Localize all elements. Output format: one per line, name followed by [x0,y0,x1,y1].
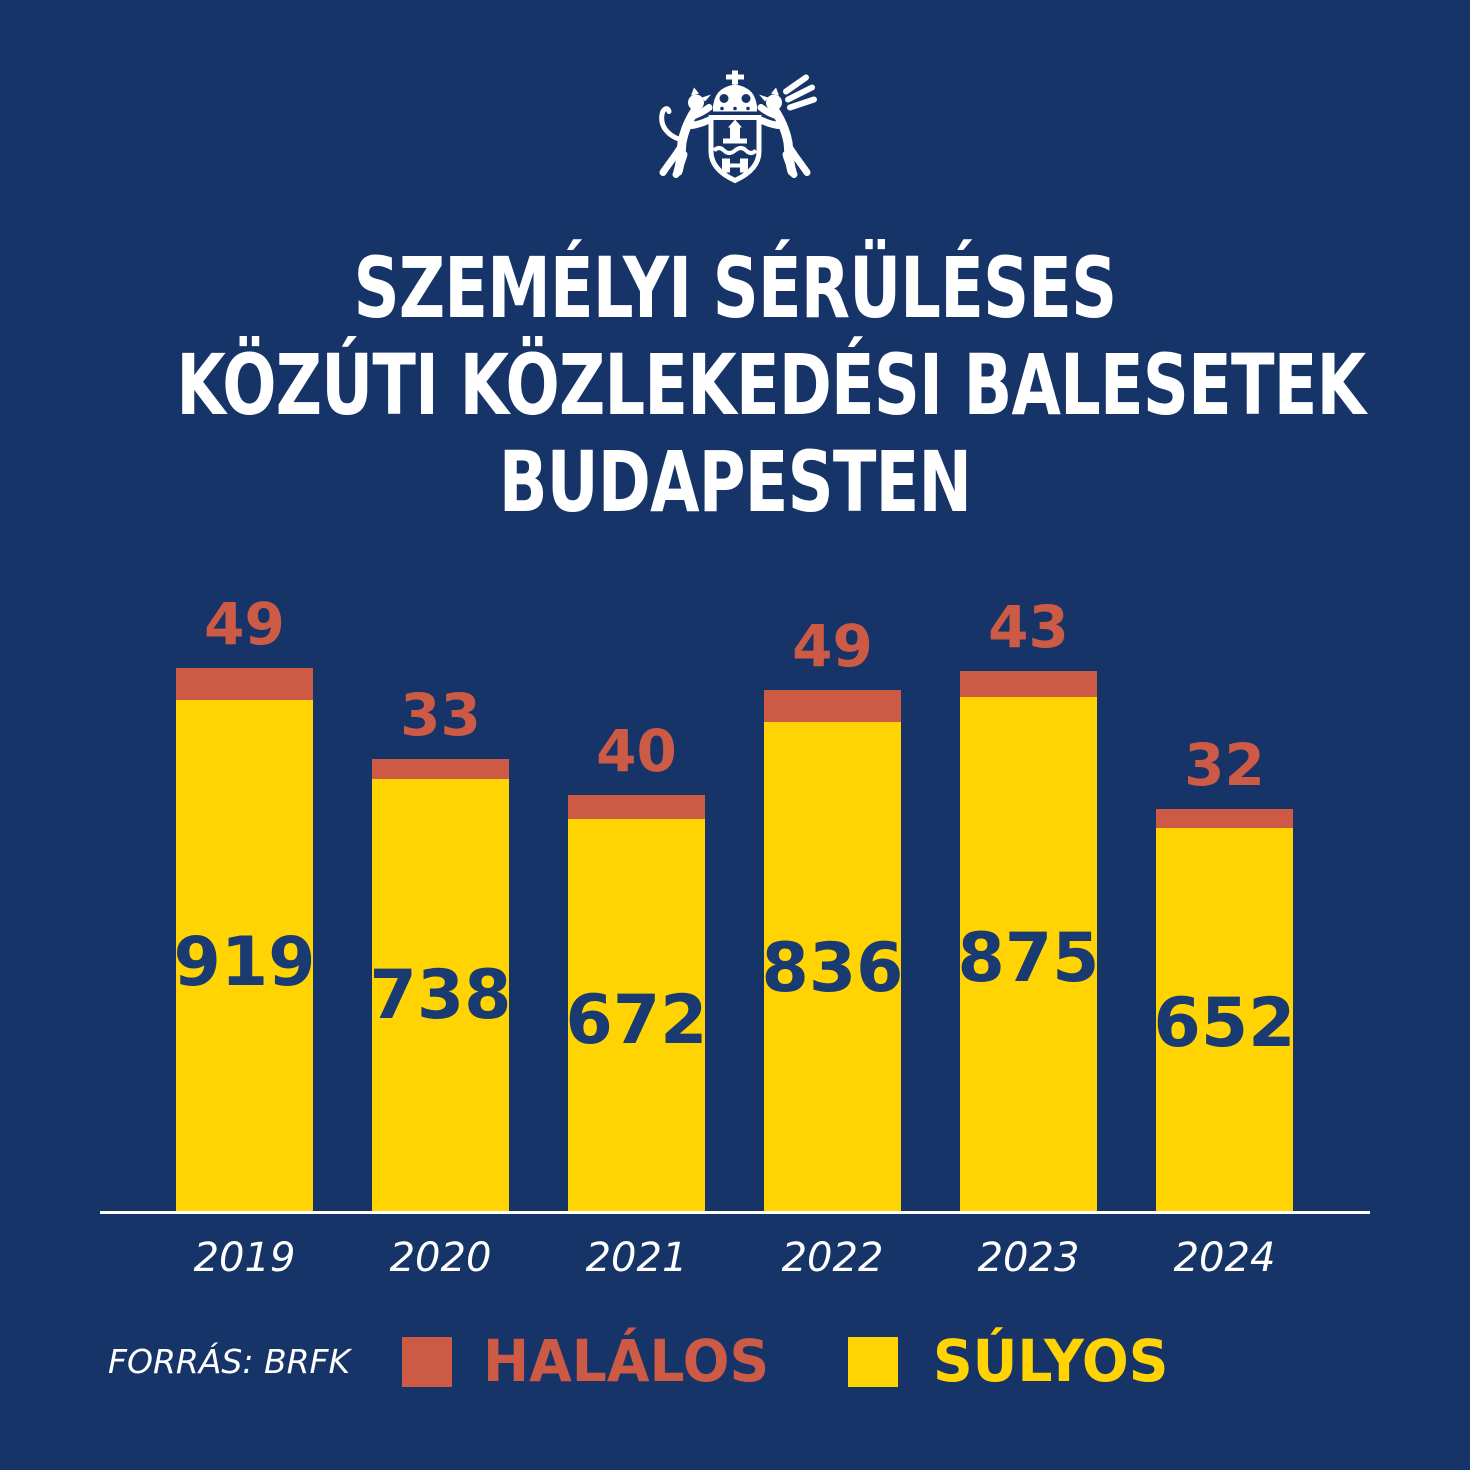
legend-halalos-swatch [402,1337,452,1387]
serious-segment [372,779,509,1214]
fatal-segment [1156,809,1293,828]
fatal-segment [176,668,313,700]
fatal-segment [764,690,901,722]
fatal-value-label: 33 [400,681,481,749]
bar-group [764,690,901,1214]
legend-sulyos-label: SÚLYOS [933,1327,1169,1395]
crown-icon [713,70,757,112]
fatal-segment [372,759,509,779]
serious-value-label: 738 [369,956,512,1035]
title-line-2: KÖZÚTI KÖZLEKEDÉSI BALESETEK [176,336,1366,434]
fatal-value-label: 40 [596,717,677,785]
serious-value-label: 652 [1153,984,1296,1063]
serious-segment [1156,828,1293,1214]
bar-group [960,671,1097,1214]
serious-segment [176,700,313,1214]
serious-value-label: 672 [565,981,708,1060]
year-label: 2022 [781,1235,884,1281]
shield-icon [708,115,762,184]
bar-group [1156,809,1293,1214]
serious-value-label: 875 [957,919,1100,998]
griffin-supporter-icon [757,74,817,178]
year-label: 2019 [193,1235,296,1281]
year-label: 2020 [389,1235,492,1281]
page-title: SZEMÉLYI SÉRÜLÉSES KÖZÚTI KÖZLEKEDÉSI BA… [0,240,1470,531]
title-line-1: SZEMÉLYI SÉRÜLÉSES [353,239,1117,337]
fatal-value-label: 49 [792,612,873,680]
fatal-segment [568,795,705,819]
year-label: 2024 [1173,1235,1276,1281]
lion-supporter-icon [659,87,713,178]
title-line-3: BUDAPESTEN [498,433,972,531]
serious-segment [764,722,901,1214]
serious-segment [568,819,705,1214]
bar-group [176,668,313,1214]
legend-sulyos-swatch [848,1337,898,1387]
budapest-coat-of-arms [659,70,817,184]
source-label: FORRÁS: BRFK [108,1342,351,1381]
year-label: 2023 [977,1235,1080,1281]
fatal-value-label: 43 [988,593,1069,661]
year-label: 2021 [585,1235,688,1281]
bar-group [372,759,509,1214]
bar-group [568,795,705,1214]
serious-value-label: 919 [173,923,316,1002]
legend-halalos-label: HALÁLOS [483,1327,770,1395]
fatal-value-label: 49 [204,590,285,658]
fatal-value-label: 32 [1184,731,1265,799]
fatal-segment [960,671,1097,697]
x-axis-baseline [100,1211,1370,1214]
serious-value-label: 836 [761,929,904,1008]
serious-segment [960,697,1097,1214]
